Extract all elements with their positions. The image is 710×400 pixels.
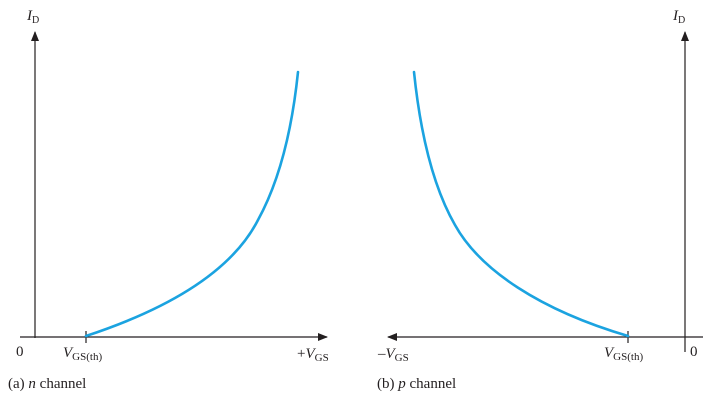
panel-n-channel: ID 0 VGS(th) +VGS (a) n channel (8, 8, 329, 392)
n-x-axis-label: +VGS (297, 346, 329, 364)
n-y-axis-label: ID (26, 8, 39, 26)
p-threshold-label: VGS(th) (604, 345, 643, 363)
n-channel-transfer-curve (84, 70, 300, 338)
p-channel-caption: (b) p channel (377, 376, 456, 392)
n-threshold-label: VGS(th) (63, 345, 102, 363)
p-x-axis-label: –VGS (377, 346, 409, 364)
n-origin-label: 0 (16, 344, 24, 360)
p-origin-label: 0 (690, 344, 698, 360)
p-y-axis-label: ID (672, 8, 685, 26)
p-channel-transfer-curve (412, 70, 630, 338)
n-channel-caption: (a) n channel (8, 376, 86, 392)
panel-p-channel: ID 0 VGS(th) –VGS (b) p channel (377, 8, 703, 392)
